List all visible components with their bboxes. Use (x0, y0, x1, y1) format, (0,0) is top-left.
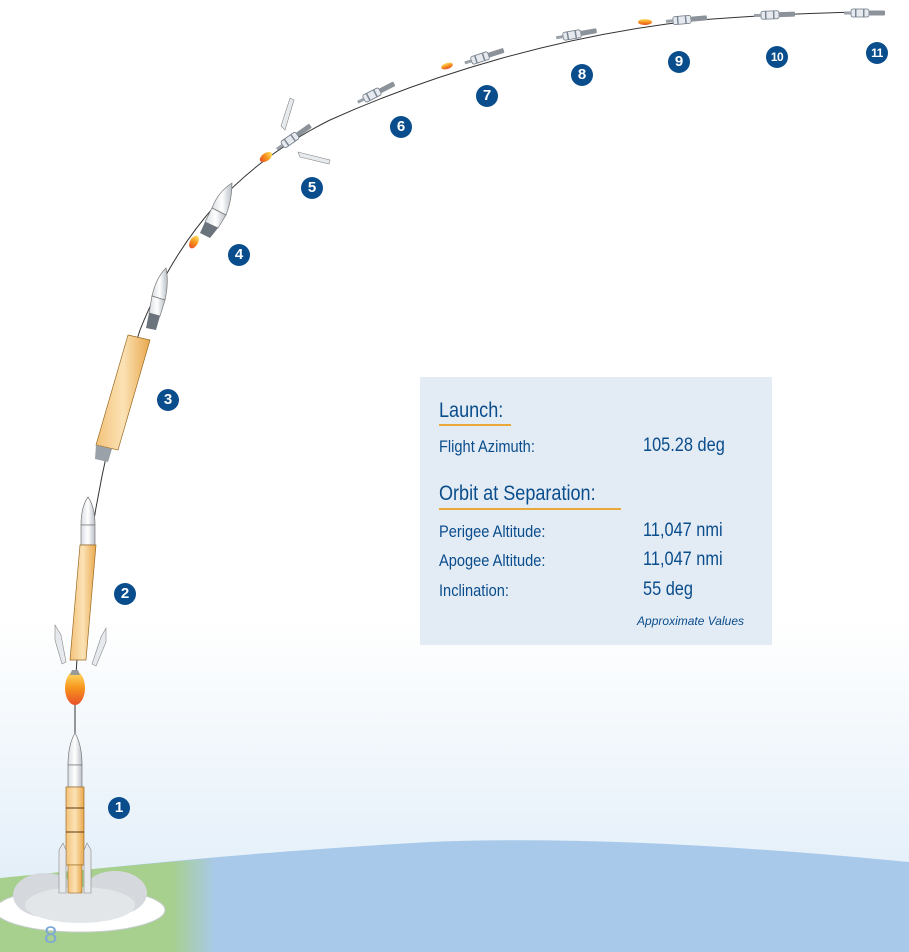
orbit-heading-underline (439, 508, 621, 510)
perigee-value: 11,047 nmi (643, 520, 723, 541)
page-number: 8 (44, 922, 58, 949)
mission-info-panel: Launch: Flight Azimuth: 105.28 deg Orbit… (420, 377, 772, 645)
flight-azimuth-value: 105.28 deg (643, 435, 725, 456)
launch-heading: Launch: (439, 399, 504, 422)
stage-3-rocket (95, 267, 168, 462)
stage-4-rocket (189, 182, 233, 249)
step-badge-5: 5 (301, 177, 323, 199)
apogee-label: Apogee Altitude: (439, 551, 546, 570)
perigee-label: Perigee Altitude: (439, 522, 546, 541)
step-badge-2: 2 (114, 583, 136, 605)
launch-heading-underline (439, 424, 511, 426)
apogee-value: 11,047 nmi (643, 549, 723, 570)
flight-azimuth-label: Flight Azimuth: (439, 437, 535, 456)
orbit-heading: Orbit at Separation: (439, 482, 596, 505)
step-badge-4: 4 (228, 244, 250, 266)
fairing-separation (259, 97, 331, 165)
step-badge-11: 11 (866, 42, 888, 64)
step-badge-1: 1 (108, 797, 130, 819)
step-badge-3: 3 (157, 389, 179, 411)
step-badge-9: 9 (668, 51, 690, 73)
stage-2-rocket (54, 496, 107, 705)
step-badge-8: 8 (571, 64, 593, 86)
rocket-liftoff (58, 732, 92, 894)
inclination-label: Inclination: (439, 581, 509, 600)
step-badge-10: 10 (766, 46, 788, 68)
step-badge-7: 7 (476, 85, 498, 107)
step-badge-6: 6 (390, 116, 412, 138)
inclination-value: 55 deg (643, 579, 693, 600)
approximate-values-note: Approximate Values (637, 614, 744, 628)
launch-cloud (0, 871, 166, 933)
